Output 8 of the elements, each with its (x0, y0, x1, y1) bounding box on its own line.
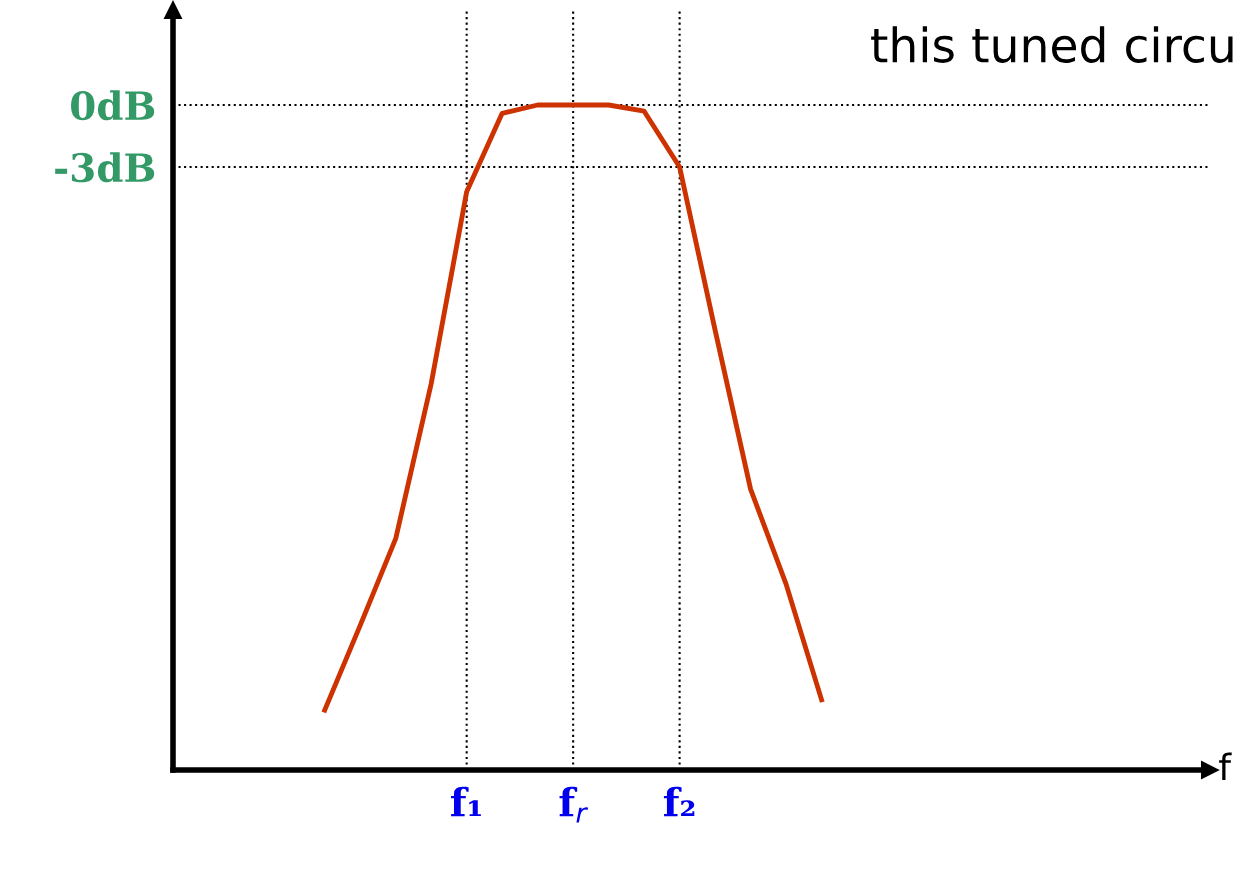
y-tick-label: 0dB (71, 90, 155, 121)
x-tick-label: f$_{r}$ (559, 786, 589, 823)
x-tick-label: f₂ (663, 786, 695, 817)
line-series (322, 102, 824, 713)
x-tick-label: f₁ (450, 786, 481, 817)
text: this tuned circu (871, 26, 1233, 63)
y-tick-label: -3dB (55, 152, 155, 183)
text: f (1219, 752, 1232, 780)
